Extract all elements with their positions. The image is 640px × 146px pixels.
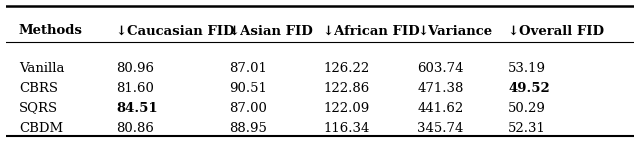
Text: 49.52: 49.52	[508, 82, 550, 95]
Text: 87.01: 87.01	[229, 62, 267, 75]
Text: 122.09: 122.09	[323, 102, 369, 115]
Text: 84.51: 84.51	[116, 102, 158, 115]
Text: CBDM: CBDM	[19, 122, 63, 135]
Text: ↓Variance: ↓Variance	[417, 24, 492, 37]
Text: 90.51: 90.51	[229, 82, 267, 95]
Text: 441.62: 441.62	[417, 102, 463, 115]
Text: 80.86: 80.86	[116, 122, 154, 135]
Text: CBRS: CBRS	[19, 82, 58, 95]
Text: ↓Asian FID: ↓Asian FID	[229, 24, 313, 37]
Text: 80.96: 80.96	[116, 62, 154, 75]
Text: Vanilla: Vanilla	[19, 62, 65, 75]
Text: 88.95: 88.95	[229, 122, 267, 135]
Text: 50.29: 50.29	[508, 102, 546, 115]
Text: ↓African FID: ↓African FID	[323, 24, 420, 37]
Text: 471.38: 471.38	[417, 82, 463, 95]
Text: 122.86: 122.86	[323, 82, 369, 95]
Text: 603.74: 603.74	[417, 62, 464, 75]
Text: 87.00: 87.00	[229, 102, 267, 115]
Text: 126.22: 126.22	[323, 62, 369, 75]
Text: ↓Caucasian FID: ↓Caucasian FID	[116, 24, 235, 37]
Text: 53.19: 53.19	[508, 62, 546, 75]
Text: 52.31: 52.31	[508, 122, 546, 135]
Text: ↓Overall FID: ↓Overall FID	[508, 24, 604, 37]
Text: 116.34: 116.34	[323, 122, 369, 135]
Text: 345.74: 345.74	[417, 122, 463, 135]
Text: Methods: Methods	[19, 24, 83, 37]
Text: 81.60: 81.60	[116, 82, 154, 95]
Text: SQRS: SQRS	[19, 102, 58, 115]
